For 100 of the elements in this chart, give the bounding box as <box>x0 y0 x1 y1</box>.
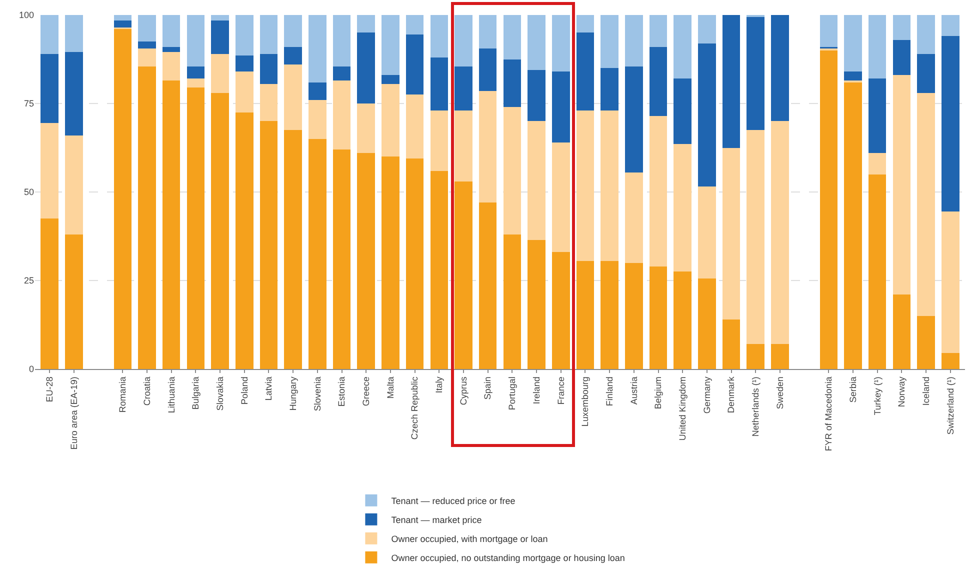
bar <box>430 110 448 171</box>
bar <box>649 15 668 47</box>
x-tick-label: Czech Republic <box>410 376 420 440</box>
bar <box>382 15 400 76</box>
bar <box>162 15 180 47</box>
x-tick-label: Ireland <box>531 376 542 404</box>
bar <box>138 48 156 66</box>
bar <box>186 78 205 88</box>
bar <box>820 50 838 369</box>
x-tick-label: Turkey (¹) <box>872 376 882 416</box>
bar <box>65 135 83 234</box>
bar <box>844 82 862 369</box>
bar <box>40 15 58 54</box>
bar <box>917 316 935 369</box>
x-tick-label: Switzerland (¹) <box>945 376 956 435</box>
x-tick-label: Estonia <box>336 376 347 407</box>
bar <box>942 15 960 36</box>
bar <box>698 43 716 187</box>
bar <box>892 15 911 40</box>
bar <box>138 42 156 49</box>
bar <box>138 66 156 369</box>
bar <box>260 15 278 54</box>
bar <box>235 112 254 369</box>
x-tick-label: Slovakia <box>214 376 225 411</box>
bar <box>503 59 522 108</box>
x-tick-label: FYR of Macedonia <box>824 376 834 452</box>
bar <box>942 353 960 369</box>
bar <box>308 82 326 100</box>
x-tick-label: Iceland <box>920 376 931 406</box>
x-tick-label: Hungary <box>288 376 298 411</box>
x-tick-label: Cyprus <box>458 376 468 406</box>
bar <box>942 211 960 354</box>
bar <box>771 121 789 344</box>
bar <box>430 170 448 369</box>
bar <box>186 15 205 66</box>
bar <box>65 234 83 369</box>
bar <box>868 78 886 154</box>
bar <box>576 15 594 33</box>
bar <box>382 156 400 369</box>
bar <box>576 110 594 262</box>
bar <box>478 91 497 203</box>
x-tick-label: EU-28 <box>44 376 55 402</box>
bar <box>942 36 960 212</box>
x-tick-label: Luxembourg <box>580 376 590 427</box>
x-tick-label: Malta <box>385 376 396 399</box>
bar <box>260 54 278 84</box>
bar <box>162 46 180 52</box>
x-tick-label: Greece <box>361 376 372 406</box>
x-tick-label: Euro area (EA-19) <box>68 376 79 450</box>
bar <box>430 15 448 58</box>
x-tick-label: Italy <box>434 376 444 394</box>
bar <box>917 92 935 316</box>
bar <box>503 107 522 234</box>
bar <box>478 48 497 92</box>
bar <box>65 15 83 52</box>
bar <box>211 20 229 54</box>
bar <box>892 40 911 76</box>
bar <box>892 294 911 369</box>
bar <box>698 15 716 44</box>
bar <box>235 72 254 112</box>
x-tick-label: Sweden <box>774 376 785 410</box>
bar <box>114 20 132 28</box>
y-tick-label: 100 <box>18 10 34 20</box>
bar <box>332 150 351 369</box>
y-tick-label: 75 <box>24 98 34 109</box>
bar <box>674 78 692 144</box>
bar <box>454 110 472 182</box>
bar <box>235 15 254 56</box>
bar <box>917 54 935 93</box>
x-tick-label: Finland <box>604 376 614 406</box>
bar <box>625 172 643 263</box>
bar <box>406 158 424 369</box>
bar <box>284 46 302 65</box>
bar <box>746 344 765 369</box>
bar <box>674 15 692 79</box>
bar <box>284 130 302 369</box>
bar <box>674 144 692 272</box>
bar <box>65 52 83 136</box>
bar <box>722 319 740 369</box>
bar <box>552 15 570 72</box>
bar <box>868 153 886 174</box>
bar <box>382 84 400 157</box>
bar <box>771 344 789 369</box>
bar <box>868 15 886 79</box>
legend-label: Tenant — market price <box>391 514 482 525</box>
bar <box>382 75 400 84</box>
bar <box>260 84 278 122</box>
bar <box>576 261 594 369</box>
bar <box>406 34 424 95</box>
bar <box>746 16 765 130</box>
bar <box>552 252 570 369</box>
bar <box>478 15 497 49</box>
bar <box>528 70 546 122</box>
x-tick-label: Latvia <box>264 376 274 401</box>
bar <box>746 130 765 344</box>
bar <box>454 181 472 369</box>
bar <box>211 54 229 93</box>
bar <box>211 15 229 20</box>
bar <box>844 72 862 80</box>
bar <box>722 148 740 320</box>
